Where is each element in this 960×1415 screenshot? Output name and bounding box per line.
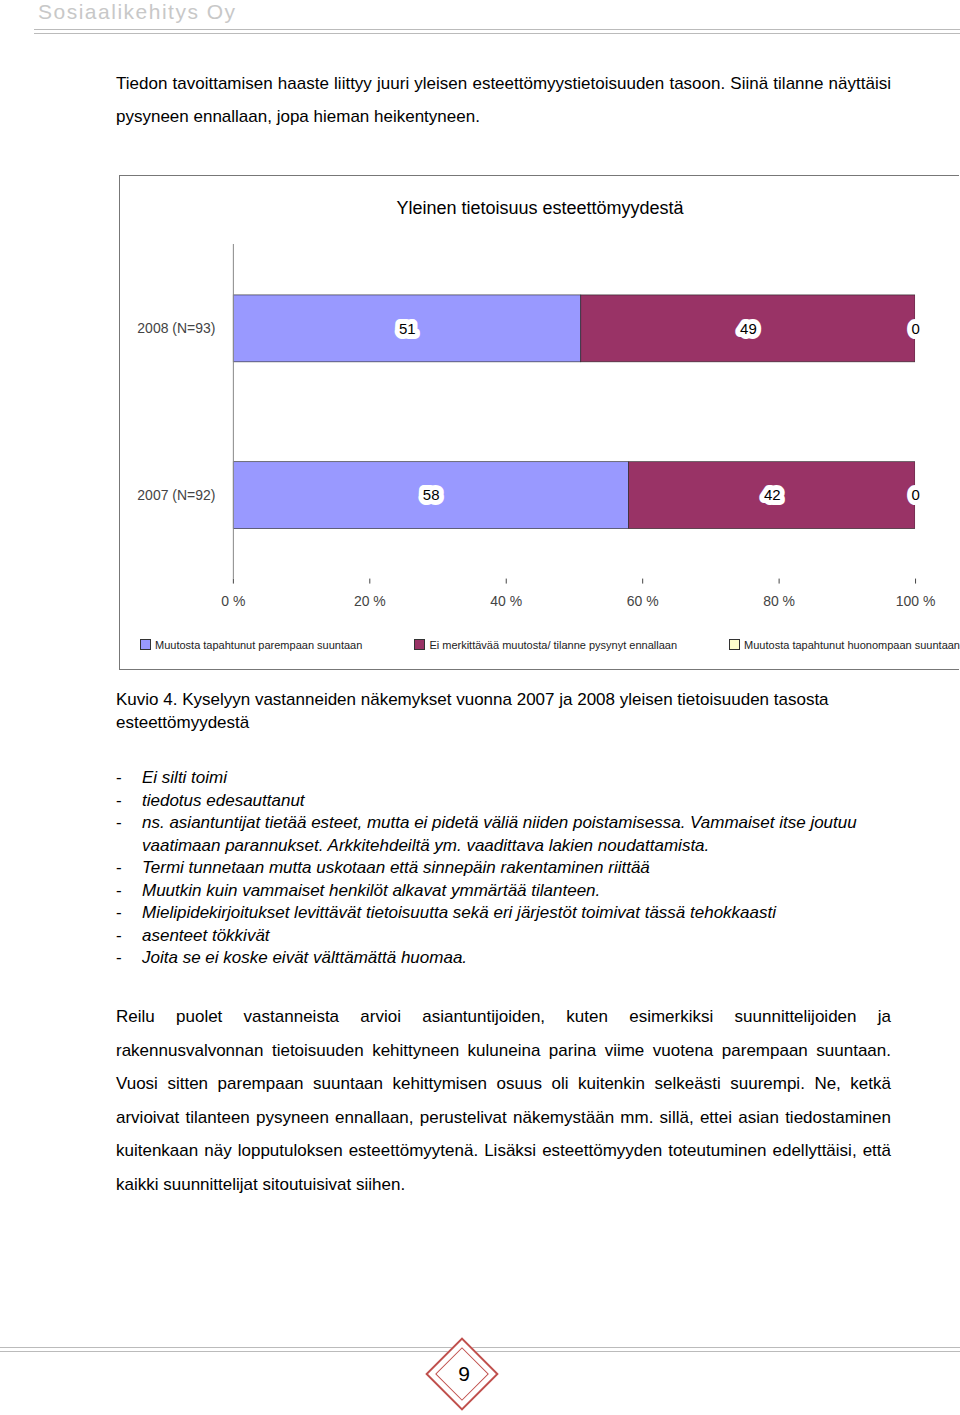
svg-text:100 %: 100 % (896, 593, 936, 609)
svg-text:51: 51 (399, 320, 416, 337)
html-text:asenteet tökkivät: asenteet tökkivät (142, 925, 270, 945)
html-text:Ei silti toimi: Ei silti toimi (142, 768, 227, 787)
html-text:Joita se ei koske eivät välttä: Joita se ei koske eivät välttämättä huom… (142, 948, 468, 967)
html-text:Sosiaalikehitys Oy: Sosiaalikehitys Oy (38, 0, 237, 23)
html-text:Ei merkittävää muutosta/ tilan: Ei merkittävää muutosta/ tilanne pysynyt… (429, 639, 677, 651)
html-text:Tiedon tavoittamisen haaste li: Tiedon tavoittamisen haaste liittyy juur… (116, 74, 891, 126)
svg-text:0 %: 0 % (221, 593, 245, 609)
svg-text:2008 (N=93): 2008 (N=93) (137, 320, 215, 336)
html-text:Mielipidekirjoitukset levittäv: Mielipidekirjoitukset levittävät tietois… (142, 903, 776, 922)
svg-text:60 %: 60 % (627, 593, 659, 609)
html-text:tiedotus edesauttanut: tiedotus edesauttanut (142, 790, 305, 810)
html-text:ns. asiantuntijat tietää estee: ns. asiantuntijat tietää esteet, mutta e… (142, 813, 857, 855)
html-text:9: 9 (458, 1362, 470, 1385)
html-text:Muutosta tapahtunut parempaan: Muutosta tapahtunut parempaan suuntaan (155, 639, 363, 651)
svg-text:0: 0 (911, 320, 919, 337)
svg-text:20 %: 20 % (354, 593, 386, 609)
html-text:Reilu puolet vastanneista arvi: Reilu puolet vastanneista arvioi asiantu… (116, 1007, 891, 1194)
html-text:Muutkin kuin vammaiset henkilö: Muutkin kuin vammaiset henkilöt alkavat … (142, 880, 601, 900)
html-text:Termi tunnetaan mutta uskotaan: Termi tunnetaan mutta uskotaan että sinn… (142, 858, 650, 877)
svg-text:80 %: 80 % (763, 593, 795, 609)
svg-text:49: 49 (740, 320, 757, 337)
svg-text:42: 42 (764, 486, 781, 503)
svg-text:0: 0 (911, 486, 919, 503)
html-text:Kuvio 4. Kyselyyn vastanneiden: Kuvio 4. Kyselyyn vastanneiden näkemykse… (116, 690, 829, 732)
html-text:Muutosta tapahtunut huonompaan: Muutosta tapahtunut huonompaan suuntaan (744, 639, 960, 651)
svg-text:58: 58 (423, 486, 440, 503)
svg-text:40 %: 40 % (490, 593, 522, 609)
svg-text:2007 (N=92): 2007 (N=92) (137, 487, 215, 503)
html-text:Yleinen tietoisuus esteettömyy: Yleinen tietoisuus esteettömyydestä (396, 198, 684, 218)
